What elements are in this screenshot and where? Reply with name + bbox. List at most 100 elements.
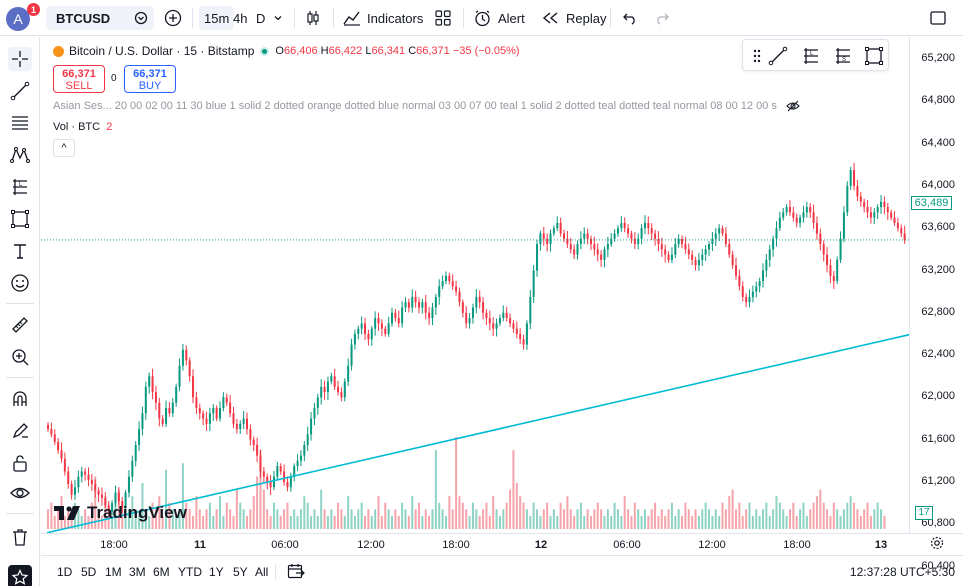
alert-button[interactable]: Alert xyxy=(473,0,525,36)
short-position-tool-icon[interactable]: S xyxy=(831,44,855,68)
emoji-icon[interactable] xyxy=(8,271,32,295)
volume-bar xyxy=(566,496,569,529)
range-button-3m[interactable]: 3M xyxy=(129,565,146,579)
volume-bar xyxy=(63,515,66,529)
compare-add-icon[interactable] xyxy=(164,0,182,36)
fib-lines-icon[interactable] xyxy=(8,111,32,135)
pattern-icon[interactable] xyxy=(8,143,32,167)
candle xyxy=(245,412,249,435)
utc-clock[interactable]: 12:37:28 UTC+5:30 xyxy=(849,565,955,579)
close-label: C xyxy=(408,45,417,57)
volume-bar xyxy=(495,509,498,529)
close-value: 66,371 xyxy=(416,45,450,57)
session-indicator-legend[interactable]: Asian Ses... 20 00 02 00 11 30 blue 1 so… xyxy=(53,100,800,112)
undo-icon[interactable] xyxy=(622,0,638,36)
chart-settings-icon[interactable] xyxy=(930,536,944,555)
go-to-date-icon[interactable] xyxy=(287,563,305,584)
volume-bar xyxy=(178,509,181,529)
rectangle-icon[interactable] xyxy=(8,207,32,231)
volume-bar xyxy=(829,515,832,529)
hidden-eye-icon[interactable] xyxy=(786,100,800,112)
indicators-icon xyxy=(343,11,360,26)
volume-bar xyxy=(306,502,309,529)
volume-bar xyxy=(310,515,313,529)
price-chart-canvas[interactable] xyxy=(41,37,909,533)
range-button-ytd[interactable]: YTD xyxy=(178,565,202,579)
redo-icon[interactable] xyxy=(654,0,670,36)
volume-bar xyxy=(559,502,562,529)
eye-icon[interactable] xyxy=(8,481,32,505)
drawing-mode-icon[interactable] xyxy=(8,419,32,443)
candle xyxy=(434,293,437,315)
sell-price: 66,371 xyxy=(62,68,96,80)
volume-bar xyxy=(151,502,154,529)
volume-bar xyxy=(866,502,869,529)
volume-bar xyxy=(286,502,289,529)
range-button-1d[interactable]: 1D xyxy=(57,565,73,579)
candle xyxy=(364,317,367,340)
symbol-search[interactable]: BTCUSD xyxy=(46,6,154,30)
range-button-1y[interactable]: 1Y xyxy=(209,565,224,579)
candle xyxy=(788,200,791,217)
trend-line-icon[interactable] xyxy=(8,79,32,103)
candle xyxy=(579,231,582,250)
favorites-star-icon[interactable] xyxy=(8,565,32,586)
trend-line-drawing[interactable] xyxy=(46,255,909,533)
volume-legend[interactable]: Vol · BTC 2 xyxy=(53,121,112,133)
volume-bar xyxy=(296,515,299,529)
range-button-6m[interactable]: 6M xyxy=(153,565,170,579)
replay-button[interactable]: Replay xyxy=(542,0,606,36)
zoom-in-icon[interactable] xyxy=(8,345,32,369)
range-button-1m[interactable]: 1M xyxy=(105,565,122,579)
interval-d[interactable]: D xyxy=(256,10,266,26)
crosshair-icon[interactable] xyxy=(8,47,32,71)
magnet-icon[interactable] xyxy=(8,387,32,411)
volume-bar xyxy=(377,496,380,529)
candle xyxy=(475,289,478,314)
interval-dropdown-icon[interactable] xyxy=(273,0,283,36)
chart-pane[interactable]: Bitcoin / U.S. Dollar · 15 · Bitstamp O6… xyxy=(41,37,963,586)
lock-drawings-icon[interactable] xyxy=(8,451,32,475)
drag-handle-icon[interactable] xyxy=(745,44,769,68)
range-button-all[interactable]: All xyxy=(255,565,269,579)
long-position-icon[interactable]: L xyxy=(8,175,32,199)
fullscreen-window-icon[interactable] xyxy=(930,0,946,36)
candle xyxy=(525,320,528,350)
candle xyxy=(758,277,761,293)
buy-button[interactable]: 66,371 BUY xyxy=(124,65,176,93)
symbol-options-icon[interactable] xyxy=(134,11,148,28)
long-position-tool-icon[interactable]: L xyxy=(799,44,823,68)
price-axis[interactable]: 65,200 64,800 64,400 64,000 63,600 63,200 62,8… xyxy=(909,37,963,572)
candle xyxy=(509,313,512,328)
time-axis[interactable]: 18:00 11 06:00 12:00 18:00 12 06:00 12:00 18:00 1… xyxy=(41,533,963,555)
candle xyxy=(256,437,259,463)
text-tool-icon[interactable] xyxy=(8,239,32,263)
price-axis-label: 63,200 xyxy=(921,263,955,276)
candle xyxy=(428,306,431,325)
sell-button[interactable]: 66,371 SELL xyxy=(53,65,105,93)
range-button-5y[interactable]: 5Y xyxy=(233,565,248,579)
collapse-legend-button[interactable]: ^ xyxy=(53,139,75,157)
volume-bar xyxy=(53,515,56,529)
trend-line-tool-icon[interactable] xyxy=(766,44,790,68)
candle xyxy=(583,227,586,245)
candle xyxy=(404,297,407,313)
candle xyxy=(805,201,808,218)
indicators-button[interactable]: Indicators xyxy=(342,0,423,36)
volume-bar xyxy=(347,496,350,529)
volume-bar xyxy=(333,515,336,529)
user-avatar[interactable]: A xyxy=(6,7,30,31)
interval-15m[interactable]: 15m xyxy=(199,6,235,30)
range-button-5d[interactable]: 5D xyxy=(81,565,97,579)
layouts-grid-icon[interactable] xyxy=(434,0,452,36)
rectangle-tool-icon[interactable] xyxy=(862,44,886,68)
interval-4h[interactable]: 4h xyxy=(233,10,248,26)
ruler-icon[interactable] xyxy=(8,313,32,337)
volume-bar xyxy=(782,509,785,529)
candles-type-icon[interactable] xyxy=(304,0,322,36)
trash-icon[interactable] xyxy=(8,525,32,549)
volume-bar xyxy=(212,515,215,529)
candle xyxy=(401,301,404,328)
symbol-name: BTCUSD xyxy=(56,10,111,26)
volume-bar xyxy=(593,509,596,529)
